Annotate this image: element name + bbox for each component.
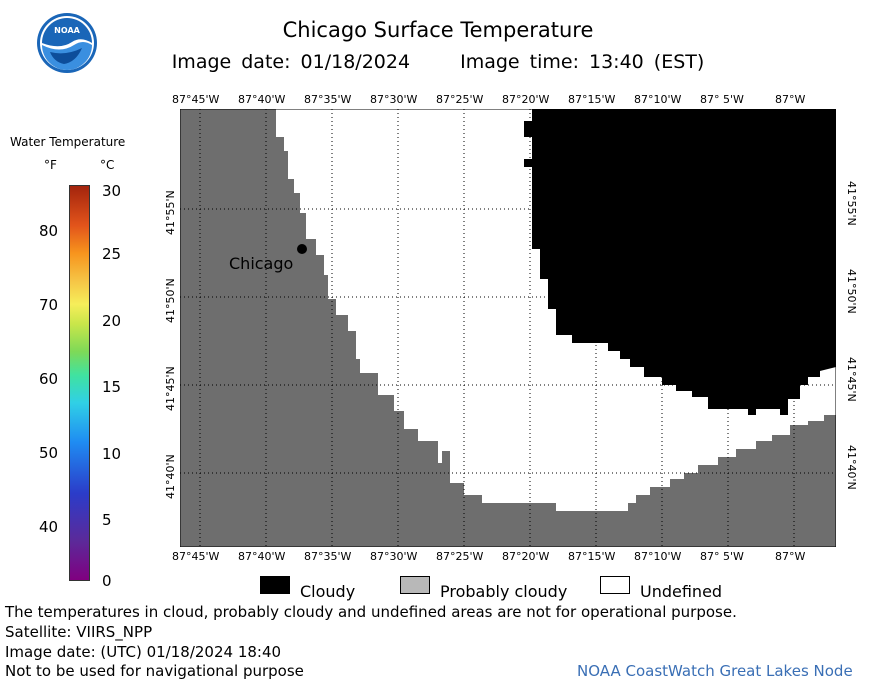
image-time: Image time: 13:40 (EST) xyxy=(460,51,705,73)
image-date-time: Image date: 01/18/2024 Image time: 13:40… xyxy=(0,51,876,73)
lon-label-bottom: 87°30'W xyxy=(370,550,418,563)
lon-label-top: 87°45'W xyxy=(172,93,220,106)
legend-label-cloudy: Cloudy xyxy=(300,582,356,601)
map-panel: Chicago xyxy=(180,109,836,547)
noaa-logo: NOAA xyxy=(37,13,97,73)
legend-swatch-probably-cloudy xyxy=(400,576,430,594)
tick-celsius: 0 xyxy=(102,572,112,590)
tick-fahrenheit: 70 xyxy=(39,296,59,314)
lon-label-top: 87°30'W xyxy=(370,93,418,106)
satellite-text: Satellite: VIIRS_NPP xyxy=(5,623,153,641)
lat-label-left: 41°50'N xyxy=(164,278,177,323)
lat-label-left: 41°55'N xyxy=(164,190,177,235)
legend-swatch-undefined xyxy=(600,576,630,594)
unit-celsius: °C xyxy=(100,158,115,172)
lat-label-left: 41°45'N xyxy=(164,366,177,411)
land-area xyxy=(180,109,836,547)
lon-label-bottom: 87°40'W xyxy=(238,550,286,563)
tick-celsius: 15 xyxy=(102,378,122,396)
navigation-warning: Not to be used for navigational purpose xyxy=(5,662,304,680)
city-label: Chicago xyxy=(229,254,293,273)
tick-celsius: 20 xyxy=(102,312,122,330)
svg-text:NOAA: NOAA xyxy=(54,26,80,35)
lon-label-top: 87°15'W xyxy=(568,93,616,106)
lon-label-top: 87° 5'W xyxy=(700,93,744,106)
map-title: Chicago Surface Temperature xyxy=(282,18,594,42)
image-date: Image date: 01/18/2024 xyxy=(171,51,411,73)
tick-celsius: 5 xyxy=(102,511,112,529)
tick-fahrenheit: 40 xyxy=(39,518,59,536)
lon-label-bottom: 87°20'W xyxy=(502,550,550,563)
lon-label-bottom: 87°10'W xyxy=(634,550,682,563)
lon-label-bottom: 87°45'W xyxy=(172,550,220,563)
tick-celsius: 30 xyxy=(102,182,122,200)
disclaimer-text: The temperatures in cloud, probably clou… xyxy=(5,603,737,621)
lon-label-top: 87°W xyxy=(775,93,806,106)
tick-celsius: 25 xyxy=(102,245,122,263)
lon-label-top: 87°20'W xyxy=(502,93,550,106)
legend-swatch-cloudy xyxy=(260,576,290,594)
lon-label-top: 87°35'W xyxy=(304,93,352,106)
colorbar-title: Water Temperature xyxy=(10,135,126,149)
lon-label-bottom: 87°35'W xyxy=(304,550,352,563)
lat-label-right: 41°50'N xyxy=(845,269,858,314)
graticule xyxy=(180,109,836,547)
lon-label-bottom: 87°15'W xyxy=(568,550,616,563)
lon-label-top: 87°40'W xyxy=(238,93,286,106)
unit-fahrenheit: °F xyxy=(44,158,57,172)
lat-label-right: 41°55'N xyxy=(845,181,858,226)
credit-text: NOAA CoastWatch Great Lakes Node xyxy=(577,662,853,680)
lon-label-top: 87°10'W xyxy=(634,93,682,106)
utc-date-text: Image date: (UTC) 01/18/2024 18:40 xyxy=(5,643,282,661)
lon-label-bottom: 87° 5'W xyxy=(700,550,744,563)
tick-fahrenheit: 60 xyxy=(39,370,59,388)
legend-label-probably-cloudy: Probably cloudy xyxy=(440,582,568,601)
lat-label-right: 41°40'N xyxy=(845,445,858,490)
chicago-marker xyxy=(297,244,307,254)
temperature-colorbar xyxy=(69,185,90,581)
tick-celsius: 10 xyxy=(102,445,122,463)
lon-label-bottom: 87°25'W xyxy=(436,550,484,563)
legend-label-undefined: Undefined xyxy=(640,582,723,601)
cloud-area xyxy=(524,109,836,415)
lat-label-left: 41°40'N xyxy=(164,454,177,499)
lat-label-right: 41°45'N xyxy=(845,357,858,402)
tick-fahrenheit: 80 xyxy=(39,222,59,240)
lon-label-top: 87°25'W xyxy=(436,93,484,106)
tick-fahrenheit: 50 xyxy=(39,444,59,462)
lon-label-bottom: 87°W xyxy=(775,550,806,563)
